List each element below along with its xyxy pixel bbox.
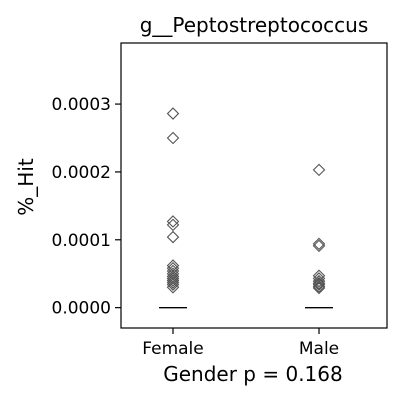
x-tick-label: Female (142, 339, 203, 359)
x-axis-label: Gender p = 0.168 (163, 362, 342, 386)
data-point-diamond (166, 278, 180, 291)
data-point-diamond (312, 274, 326, 288)
data-point-diamond (166, 230, 180, 244)
data-point-diamond (166, 131, 180, 145)
plot-frame (120, 42, 388, 329)
y-tick-label: 0.0000 (52, 299, 111, 319)
x-tick-label: Male (299, 339, 339, 359)
data-point-diamond (312, 281, 326, 295)
data-point-diamond (166, 276, 180, 289)
marks-group (159, 107, 333, 309)
data-point-diamond (312, 163, 326, 177)
y-tick-label: 0.0001 (52, 231, 111, 251)
data-point-diamond (312, 237, 326, 251)
chart-title: g__Peptostreptococcus (140, 13, 369, 37)
data-point-diamond (166, 107, 180, 120)
data-point-diamond (312, 278, 326, 291)
data-point-diamond (166, 218, 180, 232)
data-point-diamond (312, 272, 326, 285)
data-point-diamond (312, 280, 326, 293)
data-point-diamond (166, 262, 180, 275)
data-point-diamond (166, 274, 180, 287)
tick-group: 0.0000 0.0001 0.0002 0.0003 Female Male (52, 95, 340, 359)
data-point-diamond (312, 276, 326, 290)
data-point-diamond (166, 272, 180, 285)
data-point-diamond (166, 215, 180, 228)
y-tick-label: 0.0002 (52, 163, 111, 183)
data-point-diamond (312, 239, 326, 253)
y-tick-label: 0.0003 (52, 95, 111, 115)
y-axis-label: %_Hit (14, 158, 38, 216)
data-point-diamond (166, 281, 180, 294)
